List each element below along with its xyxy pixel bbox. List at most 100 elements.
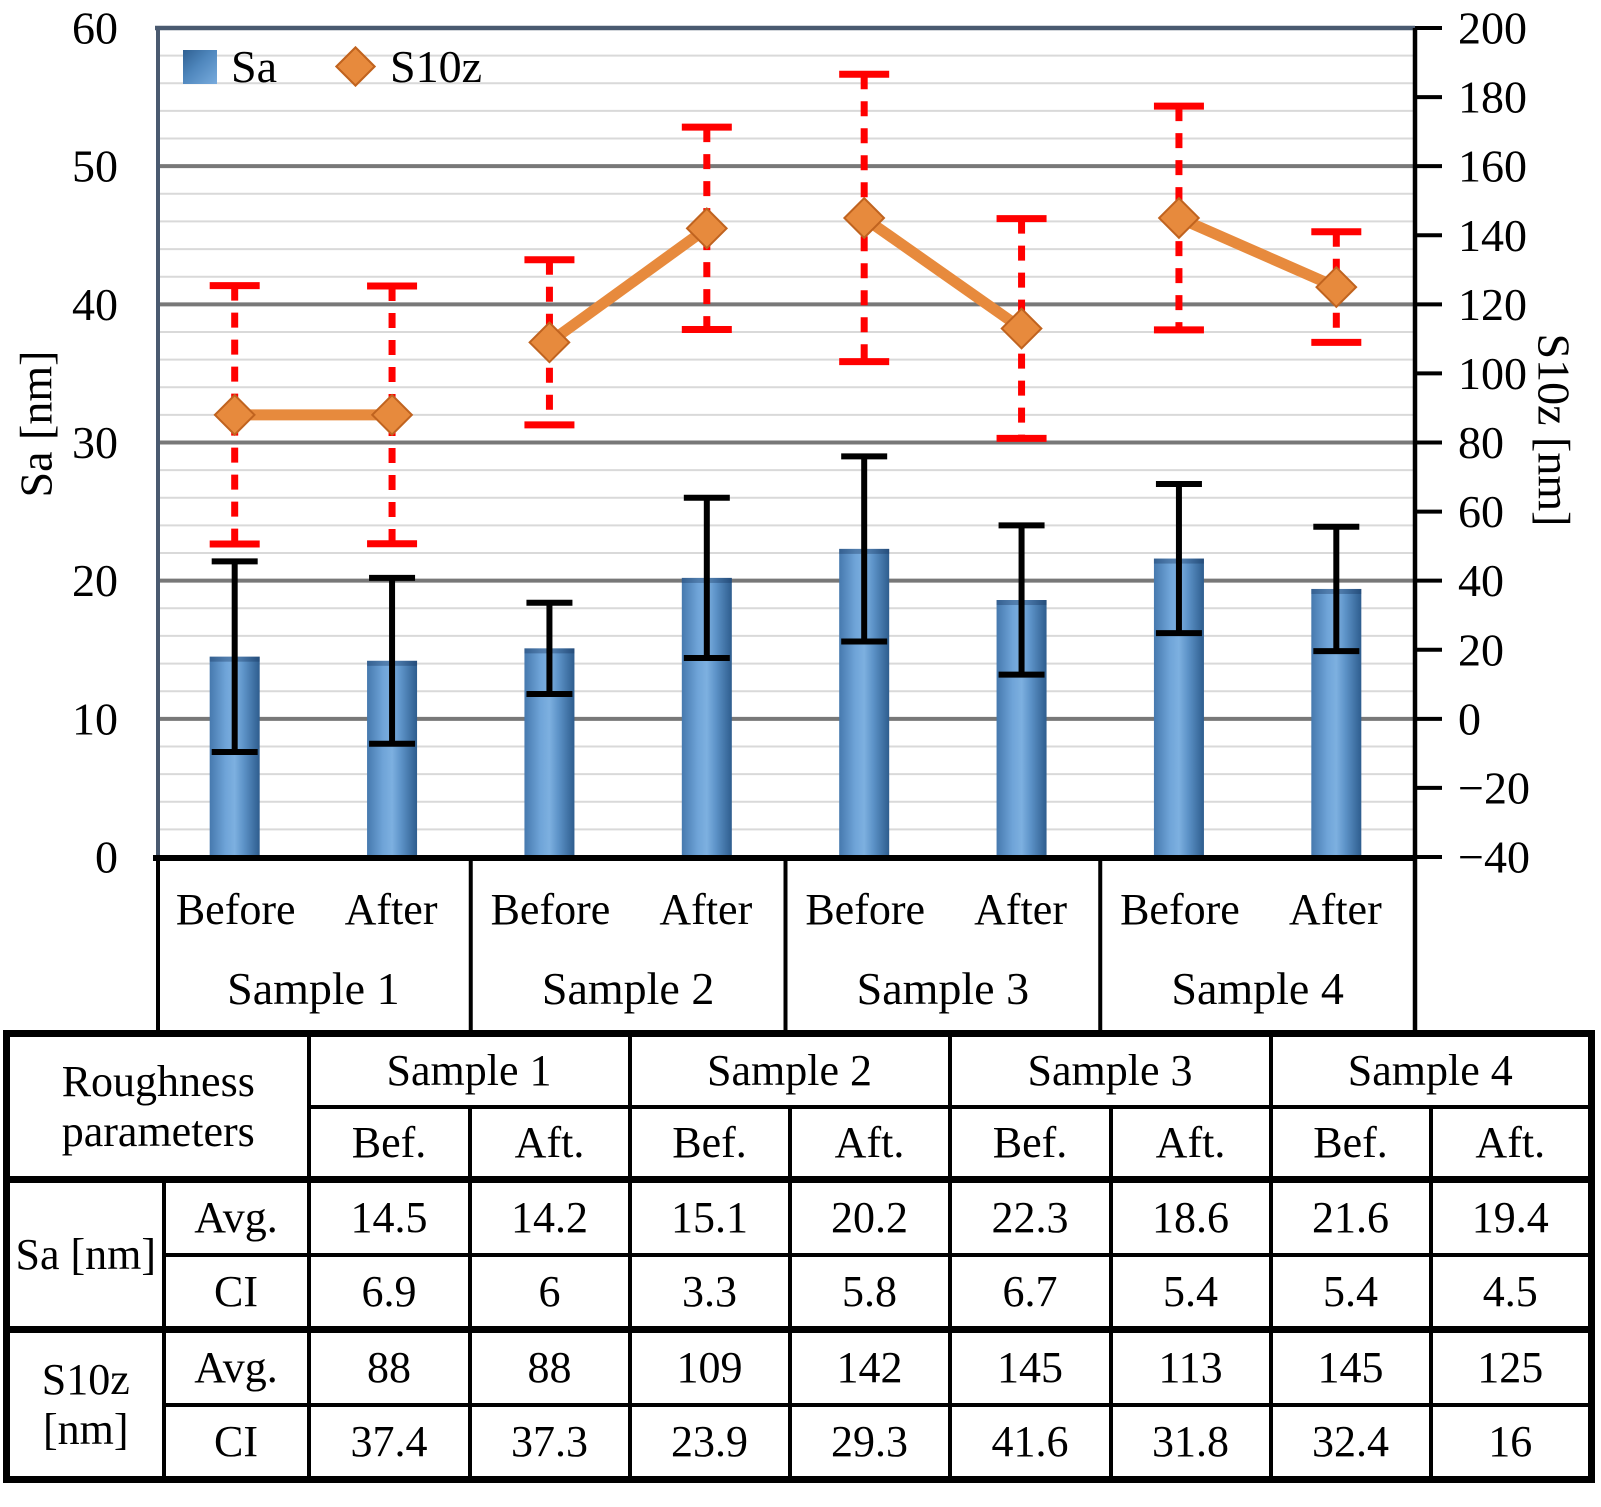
left-axis-tick-label: 0: [95, 832, 118, 883]
table-value-cell: 5.4: [1268, 1252, 1433, 1333]
table-sample-header: Sample 4: [1268, 1031, 1594, 1109]
table-value-cell: 14.2: [467, 1177, 632, 1257]
table-value-cell: 88: [467, 1327, 632, 1407]
roughness-table: Roughness parameters Sample 1 Sample 2 Samp…: [3, 1030, 1595, 1483]
table-value-cell: 21.6: [1268, 1177, 1433, 1257]
category-group: Before After Sample 3: [788, 857, 1099, 1028]
table-subheader: Aft.: [787, 1104, 952, 1183]
left-axis-tick-label: 10: [72, 693, 118, 744]
right-axis-tick-label: 100: [1458, 348, 1527, 399]
table-subheader: Bef.: [1268, 1104, 1433, 1183]
table-value-cell: 15.1: [627, 1177, 792, 1257]
category-before-label: Before: [805, 885, 926, 934]
right-axis-title: S10z [nm]: [1528, 333, 1580, 527]
category-group: Before After Sample 1: [158, 857, 469, 1028]
table-rowgroup-label: Sa [nm]: [4, 1177, 166, 1333]
table-value-cell: 18.6: [1108, 1177, 1273, 1257]
sa-legend-label: Sa: [231, 41, 277, 92]
s10z-marker: [1315, 265, 1358, 309]
table-value-cell: 88: [306, 1327, 472, 1407]
table-value-cell: 5.8: [787, 1252, 952, 1333]
category-group-label: Sample 1: [227, 963, 400, 1014]
table-value-cell: 4.5: [1428, 1252, 1594, 1333]
table-sample-header: Sample 3: [947, 1031, 1273, 1109]
right-axis-tick-label: 0: [1458, 693, 1481, 744]
table-row-label: Avg.: [161, 1177, 311, 1257]
category-after-label: After: [1288, 885, 1382, 934]
table-subheader: Bef.: [947, 1104, 1113, 1183]
category-group: Before After Sample 4: [1102, 857, 1413, 1028]
table-value-cell: 142: [787, 1327, 952, 1407]
right-axis-tick-label: 200: [1458, 3, 1527, 54]
s10z-line-segment: [861, 213, 1025, 334]
table-value-cell: 145: [947, 1327, 1113, 1407]
s10z-marker: [1000, 307, 1043, 350]
table-subheader: Bef.: [627, 1104, 792, 1183]
table-value-cell: 19.4: [1428, 1177, 1594, 1257]
table-value-cell: 32.4: [1268, 1402, 1433, 1482]
category-after-label: After: [974, 885, 1067, 934]
table-row-label: Avg.: [161, 1327, 311, 1407]
category-after-label: After: [344, 885, 438, 934]
s10z-line-segment: [1176, 212, 1339, 293]
table-subheader: Aft.: [467, 1104, 632, 1183]
right-axis-tick-label: 60: [1458, 486, 1504, 537]
table-row-label: CI: [161, 1252, 311, 1333]
s10z-legend-label: S10z: [390, 41, 482, 92]
category-before-label: Before: [490, 885, 611, 934]
table-corner-header: Roughness parameters: [4, 1031, 311, 1183]
right-axis-tick-label: 80: [1458, 417, 1504, 468]
right-axis-tick-label: −20: [1458, 762, 1530, 813]
table-value-cell: 125: [1428, 1327, 1594, 1407]
table-value-cell: 113: [1108, 1327, 1273, 1407]
table-value-cell: 3.3: [627, 1252, 792, 1333]
table-subheader: Aft.: [1428, 1104, 1594, 1183]
left-axis-tick-label: 30: [72, 417, 118, 468]
s10z-marker: [370, 393, 414, 437]
table-value-cell: 14.5: [306, 1177, 472, 1257]
left-axis-title: Sa [nm]: [10, 350, 62, 498]
right-axis-tick-label: 20: [1458, 624, 1504, 675]
s10z-marker: [1157, 196, 1201, 240]
left-axis-tick-label: 20: [72, 555, 118, 606]
table-value-cell: 145: [1268, 1327, 1433, 1407]
s10z-marker: [842, 196, 886, 240]
category-group-label: Sample 2: [541, 963, 715, 1014]
category-group-label: Sample 3: [856, 963, 1030, 1014]
s10z-marker: [685, 207, 729, 250]
sa-legend-swatch-icon: [183, 49, 217, 84]
category-before-label: Before: [175, 885, 296, 934]
right-axis-tick-label: 40: [1458, 555, 1504, 606]
category-after-label: After: [659, 885, 753, 934]
table-row-label: CI: [161, 1402, 311, 1482]
table-sample-header: Sample 2: [627, 1031, 952, 1109]
table-value-cell: 31.8: [1108, 1402, 1273, 1482]
s10z-marker: [528, 321, 571, 364]
table-value-cell: 22.3: [947, 1177, 1113, 1257]
right-axis-tick-label: −40: [1458, 832, 1530, 883]
table-sample-header: Sample 1: [306, 1031, 632, 1109]
table-subheader: Bef.: [306, 1104, 472, 1183]
table-value-cell: 20.2: [787, 1177, 952, 1257]
right-axis-tick-label: 160: [1458, 141, 1527, 192]
table-value-cell: 5.4: [1108, 1252, 1273, 1333]
table-value-cell: 109: [627, 1327, 792, 1407]
right-axis-tick-label: 180: [1458, 72, 1527, 123]
table-value-cell: 6.7: [947, 1252, 1113, 1333]
s10z-marker: [213, 393, 256, 437]
table-value-cell: 16: [1428, 1402, 1594, 1482]
table-value-cell: 29.3: [787, 1402, 952, 1482]
s10z-legend-diamond-icon: [334, 45, 377, 88]
table-rowgroup-label: S10z [nm]: [4, 1327, 166, 1482]
table-value-cell: 37.4: [306, 1402, 472, 1482]
table-value-cell: 41.6: [947, 1402, 1113, 1482]
table-subheader: Aft.: [1108, 1104, 1273, 1183]
s10z-line-segment: [546, 223, 711, 347]
table-value-cell: 23.9: [627, 1402, 792, 1482]
left-axis-tick-label: 50: [72, 141, 118, 192]
table-value-cell: 6: [467, 1252, 632, 1333]
right-axis-tick-label: 140: [1458, 210, 1527, 261]
left-axis-tick-label: 40: [72, 279, 118, 330]
